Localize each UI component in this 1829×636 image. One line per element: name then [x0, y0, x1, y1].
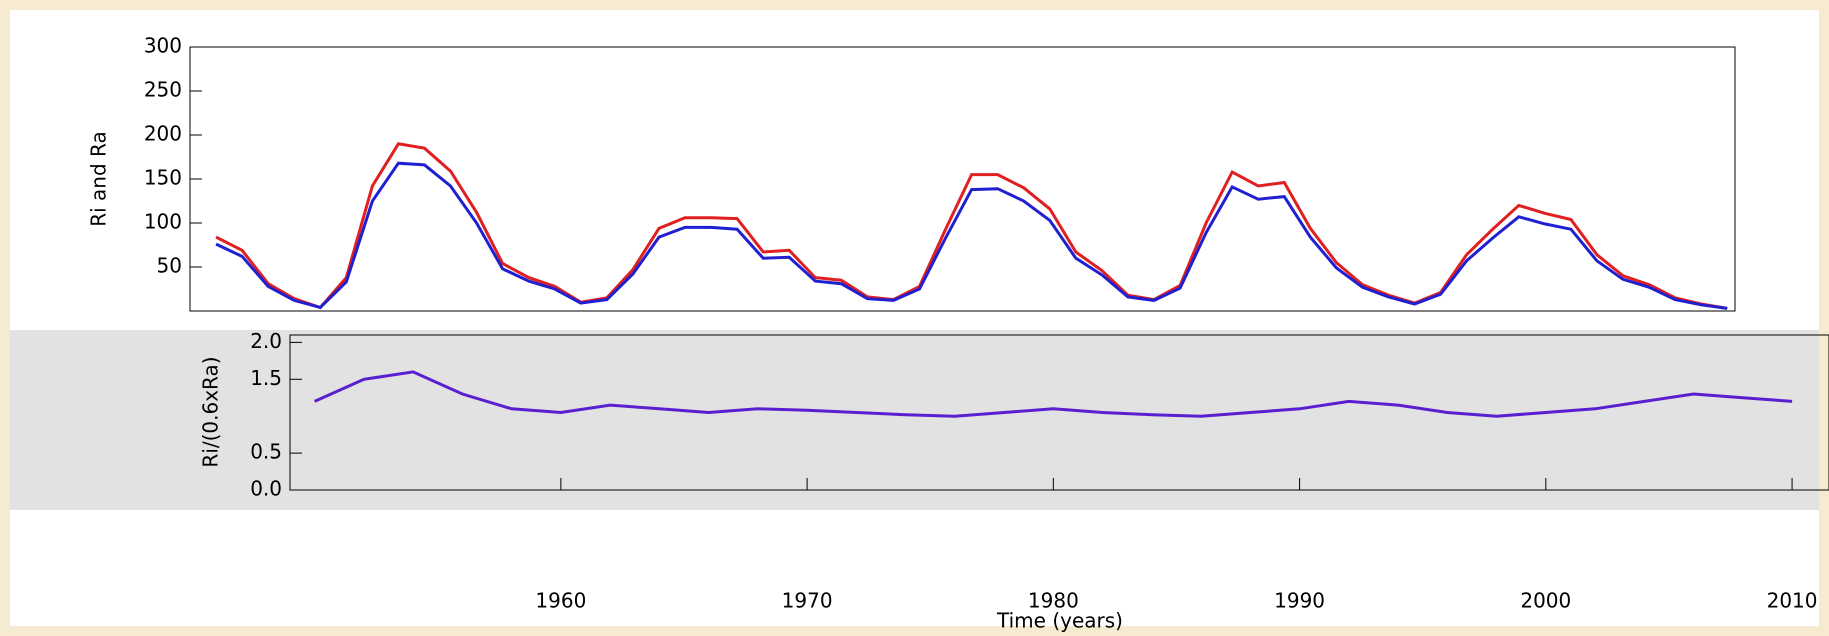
- y-tick-label: 250: [144, 78, 182, 102]
- y-tick-label: 2.0: [250, 329, 282, 353]
- series-line: [215, 142, 1728, 310]
- y-tick-label: 300: [144, 34, 182, 58]
- y-axis-label: Ri and Ra: [87, 131, 111, 227]
- series-line: [313, 370, 1793, 418]
- x-tick-label: 1970: [782, 589, 833, 613]
- x-tick-label: 1990: [1274, 589, 1325, 613]
- y-tick-label: 200: [144, 122, 182, 146]
- y-tick-label: 1.5: [250, 366, 282, 390]
- x-tick-label: 2000: [1520, 589, 1571, 613]
- x-axis-label: Time (years): [996, 609, 1123, 633]
- glitch-band: [10, 330, 1819, 510]
- bottom-frame: [289, 334, 1829, 491]
- y-tick-label: 0.0: [250, 477, 282, 501]
- x-tick-label: 1960: [535, 589, 586, 613]
- y-tick-label: 50: [157, 254, 182, 278]
- series-line: [215, 161, 1728, 310]
- y-tick-label: 0.5: [250, 440, 282, 464]
- y-tick-label: 150: [144, 166, 182, 190]
- y-tick-label: 100: [144, 210, 182, 234]
- x-tick-label: 1980: [1028, 589, 1079, 613]
- y-axis-label: Ri/(0.6xRa): [199, 356, 223, 467]
- panel: [10, 10, 1819, 626]
- x-tick-label: 2010: [1767, 589, 1818, 613]
